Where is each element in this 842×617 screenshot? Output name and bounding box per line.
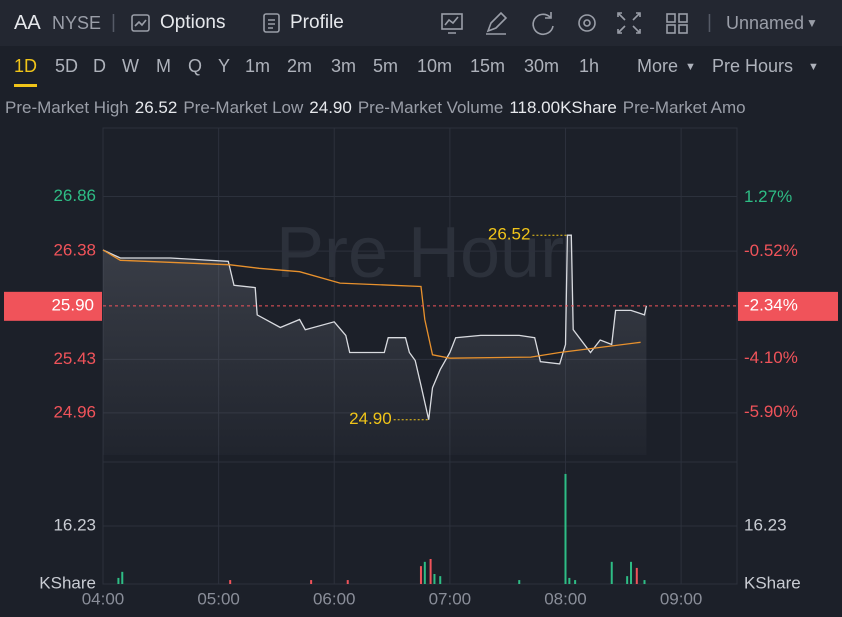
settings-icon[interactable] [578, 14, 596, 32]
volume-tick-label: 16.23 [53, 515, 96, 534]
last-pct-tag [738, 291, 838, 321]
stat-label: Pre-Market Low [183, 98, 304, 117]
y2-tick-label: -4.10% [744, 348, 798, 367]
stat-label: Pre-Market Amo [622, 98, 746, 117]
options-button[interactable]: Options [160, 12, 226, 33]
volume-bar [635, 567, 638, 584]
symbol[interactable]: AA [14, 11, 41, 34]
period-button[interactable]: Y [218, 56, 231, 76]
volume-bar [439, 576, 442, 584]
y2-tick-label: 1.27% [744, 187, 792, 206]
x-tick-label: 09:00 [660, 589, 703, 608]
x-tick-label: 07:00 [429, 589, 472, 608]
average-line [102, 249, 641, 359]
draw-icon[interactable] [486, 11, 508, 35]
period-button[interactable]: 30m [524, 56, 560, 76]
volume-bar [229, 580, 232, 584]
annotation-label: 26.52 [488, 225, 531, 244]
watermark: Pre Hour [276, 213, 564, 293]
more-arrow: ▼ [685, 61, 696, 73]
chart: Pre Hour 04:00 05:00 06:00 07:00 08:00 09:00 2… [4, 127, 838, 608]
last-pct-label: -2.34% [744, 295, 798, 314]
period-button[interactable]: 1m [245, 56, 271, 76]
annotation-label: 24.90 [349, 409, 392, 428]
price-area [103, 235, 647, 455]
y-tick-label: 25.43 [53, 349, 96, 368]
volume-bar [117, 577, 120, 584]
period-button[interactable]: W [122, 56, 139, 76]
period-button[interactable]: 2m [287, 56, 313, 76]
volume-bar [574, 580, 577, 584]
options-icon[interactable] [130, 13, 152, 33]
last-price-label: 25.90 [51, 295, 94, 314]
profile-button[interactable]: Profile [290, 12, 344, 33]
stats-bar: Pre-Market High 26.52 Pre-Market Low 24.90 P… [0, 90, 842, 126]
y-tick-label: 24.96 [53, 402, 96, 421]
volume-bar [121, 571, 124, 584]
volume-bar [433, 573, 436, 584]
period-button[interactable]: 15m [470, 56, 506, 76]
period-button[interactable]: 10m [417, 56, 453, 76]
volume-bar [610, 561, 613, 584]
volume-bar [564, 473, 567, 584]
volume-bar [419, 566, 422, 584]
indicator-icon[interactable] [441, 13, 463, 34]
volume-bar [310, 580, 313, 584]
session-arrow: ▼ [808, 61, 819, 73]
volume-bar [429, 558, 432, 584]
layout-icon[interactable] [666, 13, 688, 34]
volume-unit: KShare [744, 573, 801, 592]
period-button[interactable]: D [93, 56, 106, 76]
stat-value: 26.52 [134, 98, 178, 117]
volume-tick-label: 16.23 [744, 515, 787, 534]
volume-bar [643, 580, 646, 584]
profile-icon[interactable] [262, 12, 282, 34]
volume-bar [346, 580, 349, 584]
stat-value: 24.90 [309, 98, 352, 117]
fullscreen-icon[interactable] [617, 12, 641, 34]
last-price-tag [4, 291, 102, 321]
period-button[interactable]: 5m [373, 56, 399, 76]
stat-label: Pre-Market High [5, 98, 129, 117]
top-toolbar: AA NYSE | Options Profile | Unnamed ▼ [0, 0, 842, 46]
y-tick-label: 26.38 [53, 241, 96, 260]
period-button[interactable]: 1D [14, 56, 38, 87]
period-bar: More ▼ Pre Hours ▼ 1D 5D D W M Q Y 1m 2m 3m 5m 10m 1… [0, 46, 842, 90]
volume-bar [568, 577, 571, 584]
period-button[interactable]: 1h [579, 56, 600, 76]
refresh-icon[interactable] [532, 12, 554, 36]
volume-bar [630, 561, 633, 584]
session-select[interactable]: Pre Hours [712, 56, 794, 76]
volume-bar [423, 561, 426, 584]
y2-tick-label: -0.52% [744, 241, 798, 260]
more-button[interactable]: More [637, 56, 679, 76]
stat-value: 118.00KShare [509, 98, 617, 117]
period-button[interactable]: 5D [55, 56, 79, 76]
price-line [102, 234, 648, 420]
layout-name[interactable]: Unnamed [726, 12, 805, 33]
x-tick-label: 06:00 [313, 589, 356, 608]
x-tick-label: 04:00 [82, 589, 125, 608]
x-tick-label: 08:00 [544, 589, 587, 608]
period-button[interactable]: M [156, 56, 171, 76]
period-button[interactable]: 3m [331, 56, 357, 76]
volume-bar [626, 576, 629, 584]
x-tick-label: 05:00 [197, 589, 240, 608]
volume-bar [518, 580, 521, 584]
y2-tick-label: -5.90% [744, 402, 798, 421]
y-tick-label: 26.86 [53, 186, 96, 205]
stat-label: Pre-Market Volume [357, 98, 504, 117]
period-button[interactable]: Q [188, 56, 203, 76]
volume-unit: KShare [39, 573, 96, 592]
tool-icons [441, 11, 688, 36]
exchange: NYSE [52, 12, 102, 33]
